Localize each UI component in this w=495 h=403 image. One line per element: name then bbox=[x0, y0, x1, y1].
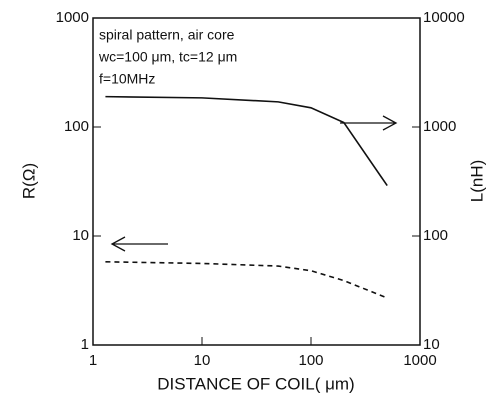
x-axis-label: DISTANCE OF COIL( μm) bbox=[157, 374, 354, 393]
y2-tick-label: 10 bbox=[423, 336, 440, 353]
y-tick-label: 1 bbox=[81, 336, 89, 353]
series-line bbox=[105, 260, 388, 299]
y2-tick-label: 10000 bbox=[423, 9, 465, 26]
y-tick-label: 100 bbox=[64, 118, 89, 135]
series-line bbox=[105, 95, 388, 187]
y2-tick-label: 1000 bbox=[423, 118, 456, 135]
y2-axis-label: L(nH) bbox=[467, 160, 486, 203]
annotation: wc=100 μm, tc=12 μm bbox=[98, 49, 237, 65]
y-tick-label: 1000 bbox=[56, 9, 89, 26]
annotation: spiral pattern, air core bbox=[99, 27, 235, 43]
y-axis-label: R(Ω) bbox=[19, 163, 38, 199]
annotation: f=10MHz bbox=[99, 71, 155, 87]
x-tick-label: 10 bbox=[194, 352, 211, 369]
y2-tick-label: 100 bbox=[423, 227, 448, 244]
y-tick-label: 10 bbox=[72, 227, 89, 244]
arrow-left bbox=[110, 236, 168, 252]
plot-frame bbox=[92, 17, 421, 346]
x-tick-label: 1 bbox=[89, 352, 97, 369]
arrow-right bbox=[340, 115, 398, 131]
x-tick-label: 100 bbox=[298, 352, 323, 369]
x-tick-label: 1000 bbox=[403, 352, 436, 369]
